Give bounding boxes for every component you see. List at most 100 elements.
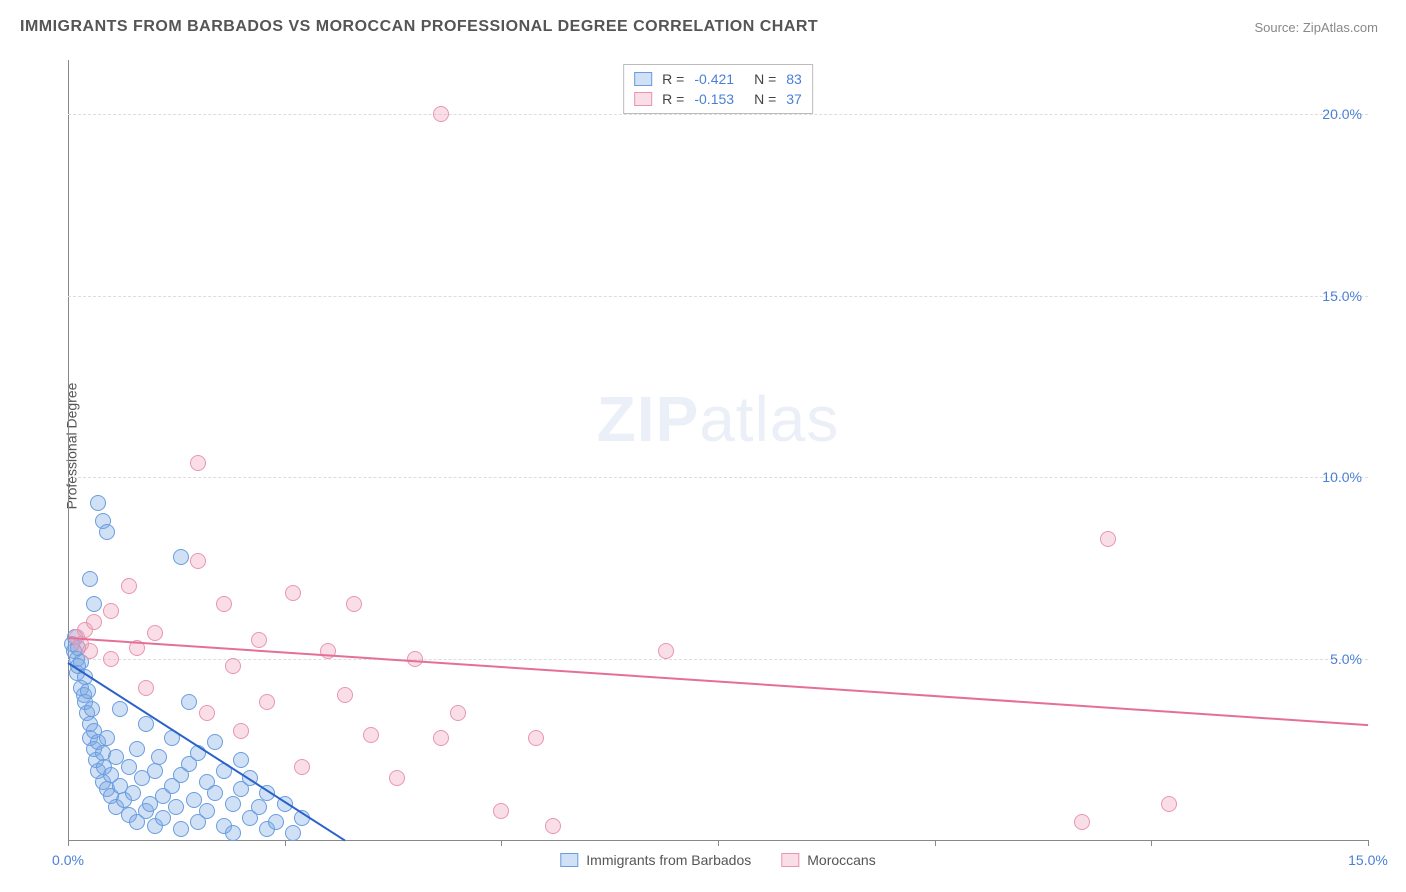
x-tick-mark bbox=[501, 840, 502, 846]
scatter-point bbox=[233, 752, 249, 768]
legend-correlation-row: R = -0.421 N = 83 bbox=[634, 69, 802, 89]
chart-title: IMMIGRANTS FROM BARBADOS VS MOROCCAN PRO… bbox=[20, 18, 818, 36]
scatter-point bbox=[389, 770, 405, 786]
scatter-point bbox=[285, 825, 301, 841]
scatter-point bbox=[90, 495, 106, 511]
scatter-point bbox=[225, 658, 241, 674]
scatter-point bbox=[99, 524, 115, 540]
y-axis-line bbox=[68, 60, 69, 840]
scatter-point bbox=[173, 821, 189, 837]
scatter-point bbox=[84, 701, 100, 717]
legend-r-value: -0.153 bbox=[694, 91, 734, 107]
gridline bbox=[68, 114, 1368, 115]
x-tick-mark bbox=[1368, 840, 1369, 846]
watermark-light: atlas bbox=[699, 383, 839, 455]
scatter-point bbox=[199, 705, 215, 721]
scatter-point bbox=[86, 596, 102, 612]
scatter-point bbox=[147, 763, 163, 779]
y-tick-label: 5.0% bbox=[1330, 651, 1362, 667]
scatter-point bbox=[168, 799, 184, 815]
scatter-point bbox=[151, 749, 167, 765]
scatter-point bbox=[112, 701, 128, 717]
scatter-point bbox=[658, 643, 674, 659]
scatter-point bbox=[190, 553, 206, 569]
legend-swatch bbox=[634, 72, 652, 86]
scatter-point bbox=[199, 803, 215, 819]
legend-n-value: 37 bbox=[786, 91, 802, 107]
scatter-point bbox=[233, 723, 249, 739]
chart-area: ZIPatlas R =-0.421N =83R =-0.153N =37 Im… bbox=[50, 60, 1370, 840]
legend-swatch bbox=[781, 853, 799, 867]
scatter-point bbox=[82, 643, 98, 659]
scatter-point bbox=[433, 106, 449, 122]
scatter-point bbox=[99, 730, 115, 746]
scatter-point bbox=[363, 727, 379, 743]
scatter-point bbox=[80, 683, 96, 699]
scatter-point bbox=[216, 596, 232, 612]
scatter-point bbox=[125, 785, 141, 801]
trend-line bbox=[68, 637, 1368, 726]
y-tick-label: 10.0% bbox=[1322, 469, 1362, 485]
x-tick-mark bbox=[935, 840, 936, 846]
scatter-point bbox=[103, 651, 119, 667]
x-tick-mark bbox=[1151, 840, 1152, 846]
gridline bbox=[68, 296, 1368, 297]
y-tick-label: 20.0% bbox=[1322, 106, 1362, 122]
legend-series: Immigrants from Barbados Moroccans bbox=[560, 852, 875, 868]
x-tick-mark bbox=[285, 840, 286, 846]
legend-correlation-box: R = -0.421 N = 83 R = -0.153 N = 37 bbox=[623, 64, 813, 114]
scatter-point bbox=[450, 705, 466, 721]
watermark: ZIPatlas bbox=[597, 382, 840, 456]
scatter-point bbox=[82, 571, 98, 587]
y-tick-label: 15.0% bbox=[1322, 288, 1362, 304]
x-tick-label: 15.0% bbox=[1348, 852, 1388, 868]
legend-r-label: R = bbox=[662, 91, 684, 107]
source-name: ZipAtlas.com bbox=[1303, 20, 1378, 35]
scatter-point bbox=[259, 694, 275, 710]
gridline bbox=[68, 477, 1368, 478]
scatter-point bbox=[155, 810, 171, 826]
scatter-point bbox=[147, 625, 163, 641]
scatter-point bbox=[225, 796, 241, 812]
legend-correlation-row: R = -0.153 N = 37 bbox=[634, 89, 802, 109]
legend-series-label: Moroccans bbox=[807, 852, 875, 868]
scatter-point bbox=[181, 694, 197, 710]
legend-n-label: N = bbox=[754, 91, 776, 107]
scatter-plot: ZIPatlas R =-0.421N =83R =-0.153N =37 Im… bbox=[68, 60, 1368, 840]
scatter-point bbox=[294, 759, 310, 775]
scatter-point bbox=[173, 549, 189, 565]
legend-r-value: -0.421 bbox=[694, 71, 734, 87]
scatter-point bbox=[207, 785, 223, 801]
legend-swatch bbox=[634, 92, 652, 106]
scatter-point bbox=[251, 632, 267, 648]
scatter-point bbox=[86, 614, 102, 630]
scatter-point bbox=[320, 643, 336, 659]
legend-series-label: Immigrants from Barbados bbox=[586, 852, 751, 868]
legend-r-label: R = bbox=[662, 71, 684, 87]
source-label: Source: bbox=[1254, 20, 1302, 35]
scatter-point bbox=[433, 730, 449, 746]
scatter-point bbox=[337, 687, 353, 703]
legend-series-item: Moroccans bbox=[781, 852, 875, 868]
scatter-point bbox=[268, 814, 284, 830]
scatter-point bbox=[1074, 814, 1090, 830]
scatter-point bbox=[225, 825, 241, 841]
gridline bbox=[68, 659, 1368, 660]
legend-n-value: 83 bbox=[786, 71, 802, 87]
scatter-point bbox=[138, 680, 154, 696]
scatter-point bbox=[407, 651, 423, 667]
x-tick-mark bbox=[718, 840, 719, 846]
x-tick-label: 0.0% bbox=[52, 852, 84, 868]
scatter-point bbox=[493, 803, 509, 819]
scatter-point bbox=[346, 596, 362, 612]
scatter-point bbox=[545, 818, 561, 834]
scatter-point bbox=[528, 730, 544, 746]
scatter-point bbox=[129, 741, 145, 757]
scatter-point bbox=[103, 603, 119, 619]
legend-series-item: Immigrants from Barbados bbox=[560, 852, 751, 868]
scatter-point bbox=[1161, 796, 1177, 812]
scatter-point bbox=[285, 585, 301, 601]
watermark-bold: ZIP bbox=[597, 383, 700, 455]
scatter-point bbox=[207, 734, 223, 750]
legend-n-label: N = bbox=[754, 71, 776, 87]
